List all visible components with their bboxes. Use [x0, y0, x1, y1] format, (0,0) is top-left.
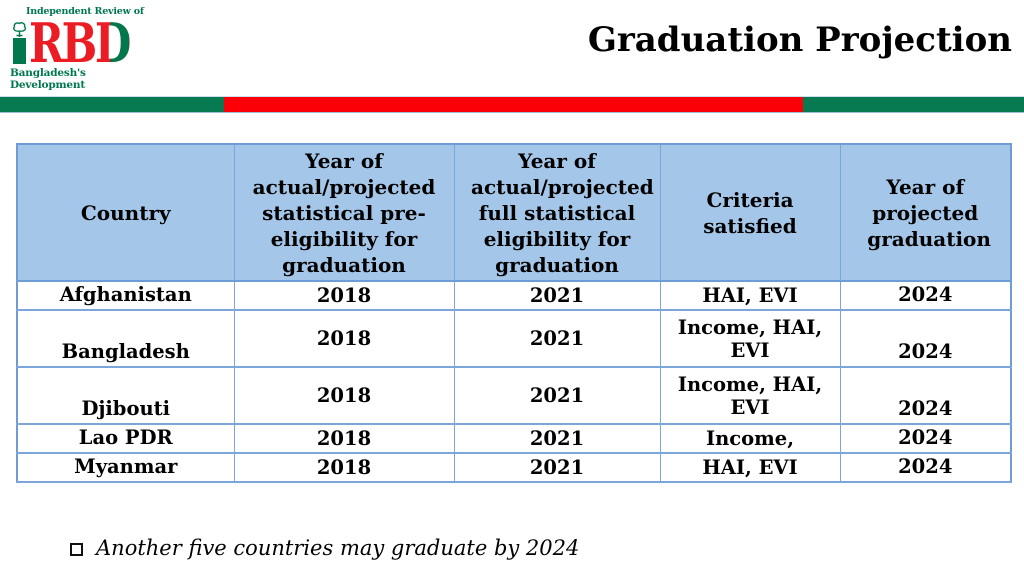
footnote-text: Another five countries may graduate by 2…	[96, 536, 580, 560]
logo-mark: RB D D	[10, 10, 160, 75]
table-row-myanmar: Myanmar 2018 2021 HAI, EVI 2024	[16, 452, 1012, 483]
cell-full-year: 2021	[453, 452, 661, 483]
logo-i-bar	[13, 38, 26, 64]
cell-grad-year: 2024	[839, 309, 1012, 368]
column-header-criteria: Criteria satisfied	[659, 143, 841, 282]
flag-bar-red-segment	[224, 97, 803, 112]
cell-pre-year: 2018	[233, 452, 455, 483]
cell-pre-year: 2018	[233, 280, 455, 311]
cell-full-year: 2021	[453, 366, 661, 425]
logo-d-green: D	[94, 10, 130, 75]
footnote: Another five countries may graduate by 2…	[70, 536, 579, 560]
column-header-pre-eligibility: Year of actual/projected statistical pre…	[233, 143, 455, 282]
cell-criteria: HAI, EVI	[659, 280, 841, 311]
column-header-projected-graduation: Year of projected graduation	[839, 143, 1012, 282]
cell-grad-year: 2024	[839, 423, 1012, 454]
cell-pre-year: 2018	[233, 309, 455, 368]
column-header-country: Country	[16, 143, 235, 282]
tree-icon	[13, 22, 27, 37]
logo-letter-i	[10, 21, 29, 64]
cell-full-year: 2021	[453, 309, 661, 368]
logo-bottom-text: Bangladesh's Development	[10, 67, 86, 91]
cell-grad-year: 2024	[839, 452, 1012, 483]
table-row-djibouti: Djibouti 2018 2021 Income, HAI, EVI 2024	[16, 366, 1012, 425]
cell-country: Lao PDR	[16, 423, 235, 454]
column-header-full-eligibility: Year of actual/projected full statistica…	[453, 143, 661, 282]
table-row-bangladesh: Bangladesh 2018 2021 Income, HAI, EVI 20…	[16, 309, 1012, 368]
cell-full-year: 2021	[453, 280, 661, 311]
cell-full-year: 2021	[453, 423, 661, 454]
cell-country: Bangladesh	[16, 309, 235, 368]
cell-grad-year: 2024	[839, 366, 1012, 425]
table-row-afghanistan: Afghanistan 2018 2021 HAI, EVI 2024	[16, 280, 1012, 311]
cell-country: Djibouti	[16, 366, 235, 425]
cell-grad-year: 2024	[839, 280, 1012, 311]
page-title: Graduation Projection	[587, 20, 1012, 60]
logo-top-text: Independent Review of	[26, 6, 144, 17]
logo-rb: RB	[29, 10, 97, 75]
flag-bar-green-right-segment	[803, 97, 1024, 112]
cell-criteria: Income,	[659, 423, 841, 454]
irbd-logo: Independent Review of RB D D Bangladesh'…	[10, 6, 160, 91]
square-bullet-icon	[70, 542, 83, 556]
table-header-row: Country Year of actual/projected statist…	[16, 143, 1012, 282]
graduation-table-container: Country Year of actual/projected statist…	[16, 143, 1012, 483]
flag-divider-bar	[0, 96, 1024, 113]
logo-d: D D	[94, 10, 132, 75]
table-row-lao-pdr: Lao PDR 2018 2021 Income, 2024	[16, 423, 1012, 454]
cell-country: Afghanistan	[16, 280, 235, 311]
logo-d-red: D	[94, 10, 132, 75]
graduation-table: Country Year of actual/projected statist…	[16, 143, 1012, 483]
cell-criteria: Income, HAI, EVI	[659, 309, 841, 368]
cell-pre-year: 2018	[233, 423, 455, 454]
cell-criteria: Income, HAI, EVI	[659, 366, 841, 425]
cell-pre-year: 2018	[233, 366, 455, 425]
flag-bar-green-left-segment	[0, 97, 224, 112]
cell-criteria: HAI, EVI	[659, 452, 841, 483]
cell-country: Myanmar	[16, 452, 235, 483]
logo-letters: RB D D	[29, 10, 132, 75]
